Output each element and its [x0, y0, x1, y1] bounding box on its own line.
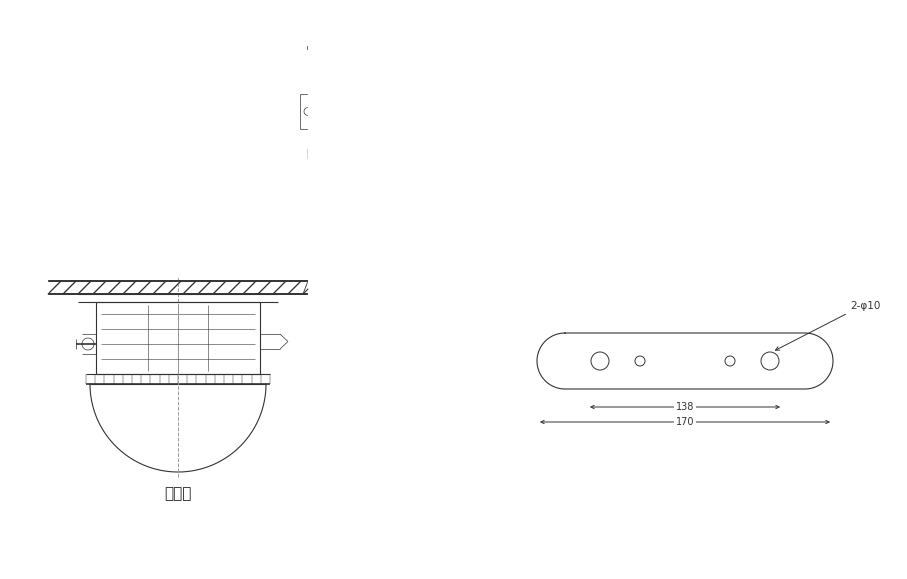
- Text: 2-φ10: 2-φ10: [850, 301, 881, 311]
- Text: φ148: φ148: [375, 248, 400, 258]
- Text: 138: 138: [676, 402, 694, 412]
- Text: 130: 130: [477, 95, 487, 113]
- Text: 吸顶式: 吸顶式: [164, 486, 191, 501]
- Text: 150: 150: [493, 138, 503, 156]
- Text: 170: 170: [676, 417, 694, 427]
